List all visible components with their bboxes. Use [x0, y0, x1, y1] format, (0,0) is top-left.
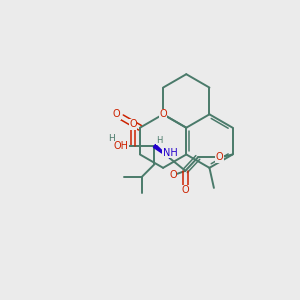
Text: O: O — [159, 109, 167, 119]
Text: NH: NH — [163, 148, 177, 158]
Text: O: O — [112, 109, 120, 119]
Text: H: H — [157, 136, 163, 145]
Text: O: O — [129, 119, 137, 129]
Text: OH: OH — [114, 141, 129, 151]
Text: H: H — [108, 134, 115, 143]
Polygon shape — [153, 145, 170, 158]
Text: O: O — [182, 185, 189, 195]
Text: O: O — [169, 170, 177, 180]
Text: O: O — [215, 152, 223, 162]
